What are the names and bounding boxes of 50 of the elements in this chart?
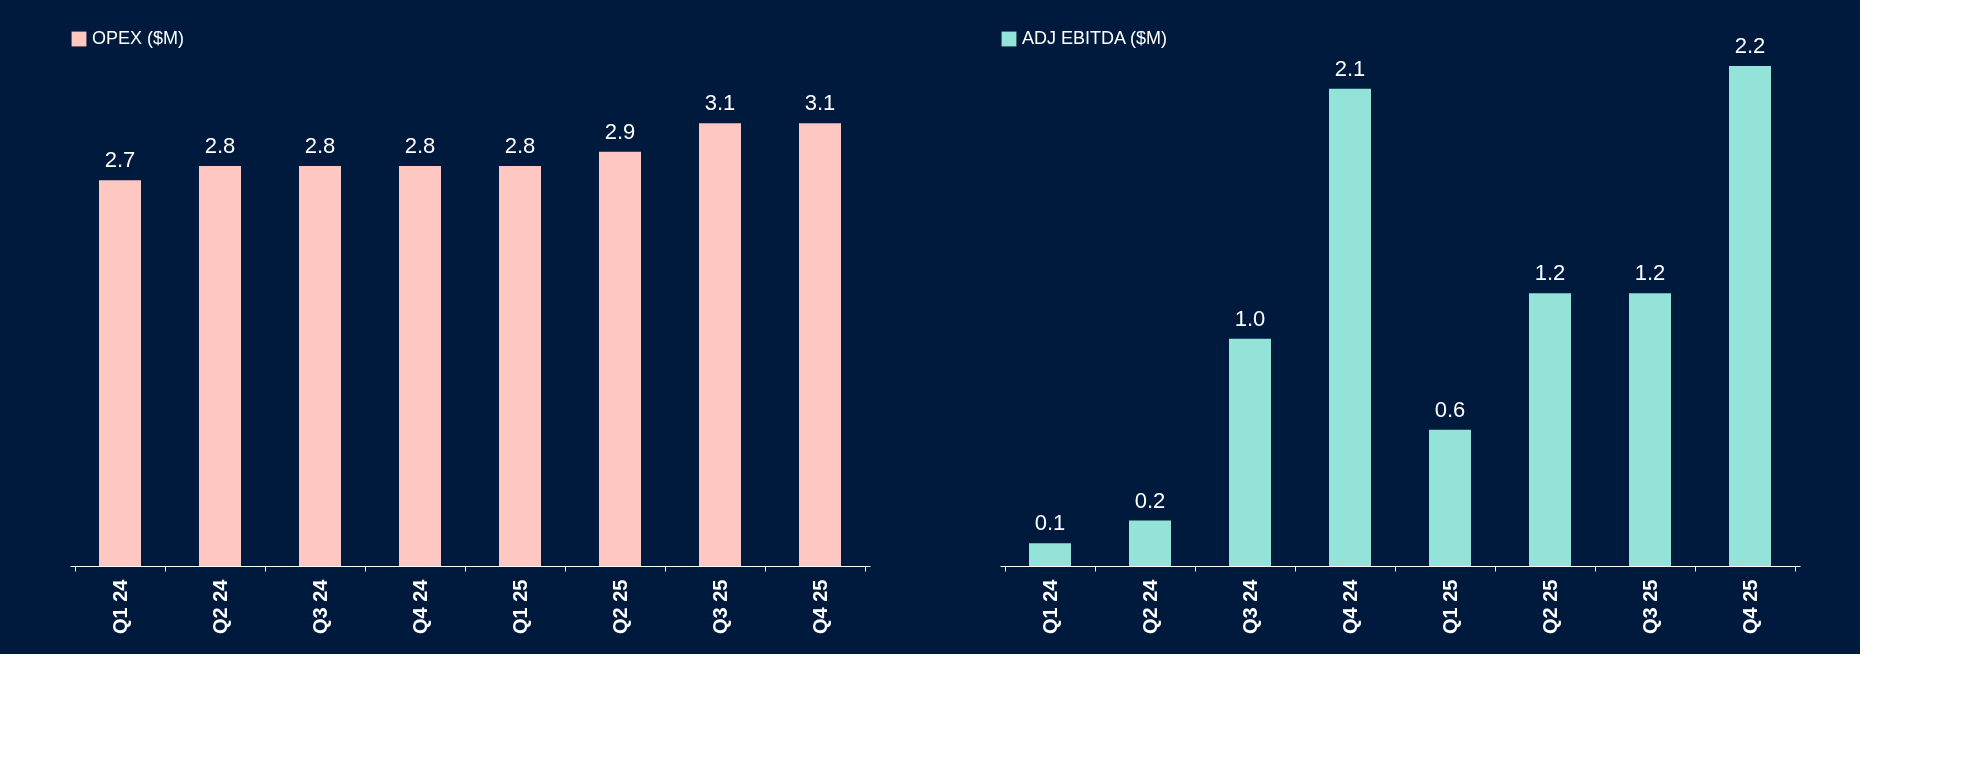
legend-label: ADJ EBITDA ($M) <box>1022 28 1168 48</box>
x-tick-label: Q2 25 <box>608 579 631 634</box>
data-label: 2.7 <box>104 147 136 173</box>
data-label: 0.1 <box>1034 510 1066 536</box>
x-tick-label: Q2 25 <box>1538 579 1561 634</box>
bar <box>1729 66 1771 566</box>
x-tick-label: Q4 24 <box>1338 578 1361 634</box>
bar <box>1429 429 1471 566</box>
bar <box>599 151 641 566</box>
x-tick-label: Q2 24 <box>208 578 231 634</box>
bar <box>1029 543 1071 566</box>
x-tick-label: Q3 25 <box>1638 579 1661 634</box>
data-label: 2.1 <box>1334 55 1366 81</box>
data-label: 0.6 <box>1434 396 1466 422</box>
data-label: 2.2 <box>1734 33 1766 58</box>
bar <box>1529 293 1571 566</box>
legend-label: OPEX ($M) <box>92 28 185 48</box>
x-tick-label: Q1 24 <box>1038 578 1061 634</box>
x-tick-label: Q2 24 <box>1138 578 1161 634</box>
x-tick-label: Q1 25 <box>1438 579 1461 634</box>
data-label: 2.8 <box>504 133 536 158</box>
x-tick-label: Q4 24 <box>408 578 431 634</box>
data-label: 2.8 <box>204 133 236 158</box>
x-tick-label: Q4 25 <box>1738 579 1761 634</box>
bar <box>699 123 741 566</box>
x-tick-label: Q3 24 <box>1238 578 1261 634</box>
bar <box>799 123 841 566</box>
bar <box>1329 88 1371 566</box>
x-tick-label: Q1 25 <box>508 579 531 634</box>
bar <box>1629 293 1671 566</box>
data-label: 2.8 <box>404 133 436 158</box>
x-tick-label: Q3 25 <box>708 579 731 634</box>
bar <box>199 166 241 566</box>
data-label: 0.2 <box>1134 487 1166 513</box>
data-label: 1.0 <box>1234 305 1266 331</box>
bar <box>399 166 441 566</box>
bar <box>1229 338 1271 566</box>
data-label: 2.8 <box>304 133 336 158</box>
data-label: 2.9 <box>604 118 636 144</box>
x-tick-label: Q1 24 <box>108 578 131 634</box>
bar <box>499 166 541 566</box>
x-tick-label: Q3 24 <box>308 578 331 634</box>
x-tick-label: Q4 25 <box>808 579 831 634</box>
bar <box>99 180 141 566</box>
bar <box>299 166 341 566</box>
data-label: 3.1 <box>804 90 836 116</box>
data-label: 3.1 <box>704 90 736 116</box>
data-label: 1.2 <box>1534 260 1566 286</box>
data-label: 1.2 <box>1634 260 1666 286</box>
bar <box>1129 520 1171 566</box>
